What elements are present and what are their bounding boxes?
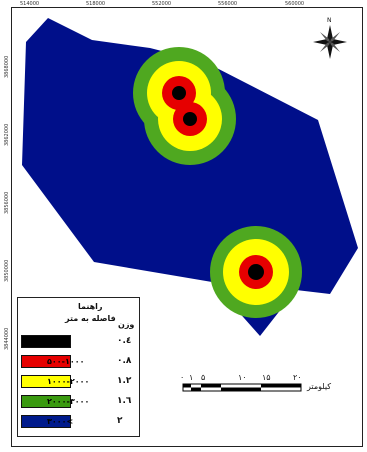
black-buffer-zone (172, 86, 186, 100)
grid-y-label: 3844000 (4, 327, 10, 350)
north-arrow-icon (313, 25, 347, 59)
legend-item: ۵۰۰-۱۰۰۰ ۰.۸ (21, 355, 137, 369)
grid-x-label: 514000 (20, 1, 40, 7)
black-buffer-zone (248, 264, 264, 280)
scale-unit: کیلومتر (307, 382, 332, 391)
grid-x-label: 556000 (218, 1, 238, 7)
legend-subtitle: فاصله به متر (65, 314, 116, 323)
grid-x-label: 518000 (86, 1, 106, 7)
scale-label: ۱۵ (262, 373, 271, 382)
legend-item: ۳۰۰۰< ۲ (21, 415, 137, 429)
buffer-zones-south (210, 226, 302, 318)
legend-range-label: ۳۰۰۰< (47, 417, 74, 426)
legend-swatch (21, 355, 71, 368)
legend-swatch (21, 375, 71, 388)
legend-swatch (21, 415, 71, 428)
legend-item: ۱۰۰۰-۲۰۰۰ ۱.۲ (21, 375, 137, 389)
legend-range-label: ۱۰۰۰-۲۰۰۰ (47, 377, 90, 386)
black-buffer-zone (183, 112, 197, 126)
scale-label: ۱ (189, 373, 194, 382)
scale-bar (182, 383, 302, 392)
scale-label: ۲۰ (293, 373, 302, 382)
legend-weight-header: وزن (118, 320, 135, 329)
legend-weight-label: ۲ (117, 416, 123, 426)
grid-y-label: 3856000 (4, 191, 10, 214)
grid-x-label: 560000 (285, 1, 305, 7)
legend-swatch (21, 335, 71, 348)
scale-label: ۰ (180, 373, 185, 382)
legend-swatch (21, 395, 71, 408)
legend-weight-label: ۱.٦ (117, 396, 132, 406)
legend-range-label: ۵۰۰-۱۰۰۰ (47, 357, 85, 366)
legend-range-label: ۲۰۰۰-۳۰۰۰ (47, 397, 90, 406)
legend-weight-label: ۰.۸ (117, 356, 132, 366)
grid-x-label: 552000 (152, 1, 172, 7)
legend-weight-label: ۰.٤ (117, 336, 132, 346)
buffer-zones-north (133, 47, 236, 165)
legend-item: ۲۰۰۰-۳۰۰۰ ۱.٦ (21, 395, 137, 409)
legend-item: ۰-۵۰۰ ۰.٤ (21, 335, 137, 349)
north-label: N (327, 17, 332, 24)
legend-title: راهنما (78, 302, 103, 311)
grid-y-label: 3862000 (4, 123, 10, 146)
legend-range-label: ۰-۵۰۰ (47, 337, 70, 346)
scale-label: ۵ (201, 373, 206, 382)
grid-y-label: 3868000 (4, 55, 10, 78)
grid-y-label: 3850000 (4, 259, 10, 282)
legend-weight-label: ۱.۲ (117, 376, 132, 386)
scale-label: ۱۰ (238, 373, 247, 382)
map-legend: راهنما فاصله به متر وزن ۰-۵۰۰ ۰.٤ ۵۰۰-۱۰۰۰… (17, 297, 140, 437)
